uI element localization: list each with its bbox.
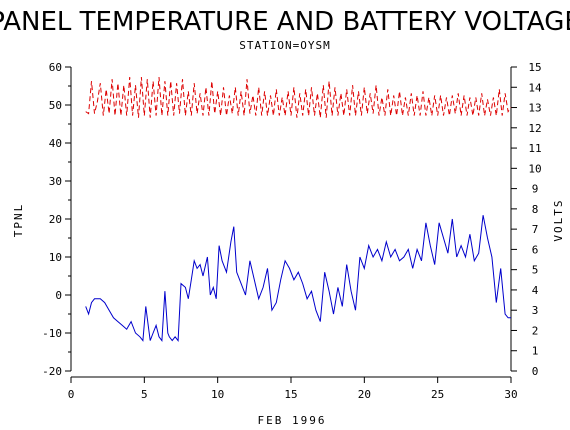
y-right-tick-label: 8 <box>532 203 539 216</box>
y-left-tick-label: 30 <box>49 175 62 188</box>
chart-title: PANEL TEMPERATURE AND BATTERY VOLTAGE <box>0 7 570 37</box>
y-left-tick-label: 50 <box>49 99 62 112</box>
ticks-group: -20-100102030405060012345678910111213141… <box>42 61 542 401</box>
y-left-tick-label: -20 <box>42 365 62 378</box>
y-right-tick-label: 4 <box>532 284 539 297</box>
y-left-tick-label: 0 <box>55 289 62 302</box>
y-right-tick-label: 7 <box>532 223 539 236</box>
y-right-tick-label: 9 <box>532 183 539 196</box>
chart-subtitle: STATION=OYSM <box>239 39 330 52</box>
x-tick-label: 15 <box>284 388 297 401</box>
y-right-tick-label: 13 <box>528 102 541 115</box>
y-right-tick-label: 12 <box>528 122 541 135</box>
x-axis-label: FEB 1996 <box>258 414 327 427</box>
series-group <box>85 77 512 342</box>
x-tick-label: 30 <box>504 388 517 401</box>
y-right-tick-label: 3 <box>532 304 539 317</box>
y-left-tick-label: 10 <box>49 251 62 264</box>
y-left-tick-label: -10 <box>42 327 62 340</box>
x-tick-label: 20 <box>358 388 371 401</box>
y-right-tick-label: 2 <box>532 324 539 337</box>
y-right-tick-label: 11 <box>528 142 541 155</box>
y-right-tick-label: 0 <box>532 365 539 378</box>
y-right-tick-label: 15 <box>528 61 541 74</box>
x-tick-label: 0 <box>68 388 75 401</box>
x-tick-label: 10 <box>211 388 224 401</box>
y-right-tick-label: 1 <box>532 345 539 358</box>
y-axis-label-left: TPNL <box>12 203 25 238</box>
battery-voltage-line <box>85 77 512 118</box>
y-left-tick-label: 20 <box>49 213 62 226</box>
y-right-tick-label: 5 <box>532 264 539 277</box>
y-left-tick-label: 60 <box>49 61 62 74</box>
y-left-tick-label: 40 <box>49 137 62 150</box>
y-right-tick-label: 10 <box>528 162 541 175</box>
x-tick-label: 25 <box>431 388 444 401</box>
x-tick-label: 5 <box>141 388 148 401</box>
y-axis-label-right: VOLTS <box>552 198 565 241</box>
y-right-tick-label: 14 <box>528 81 542 94</box>
y-right-tick-label: 6 <box>532 243 539 256</box>
panel-temperature-line <box>85 215 511 342</box>
